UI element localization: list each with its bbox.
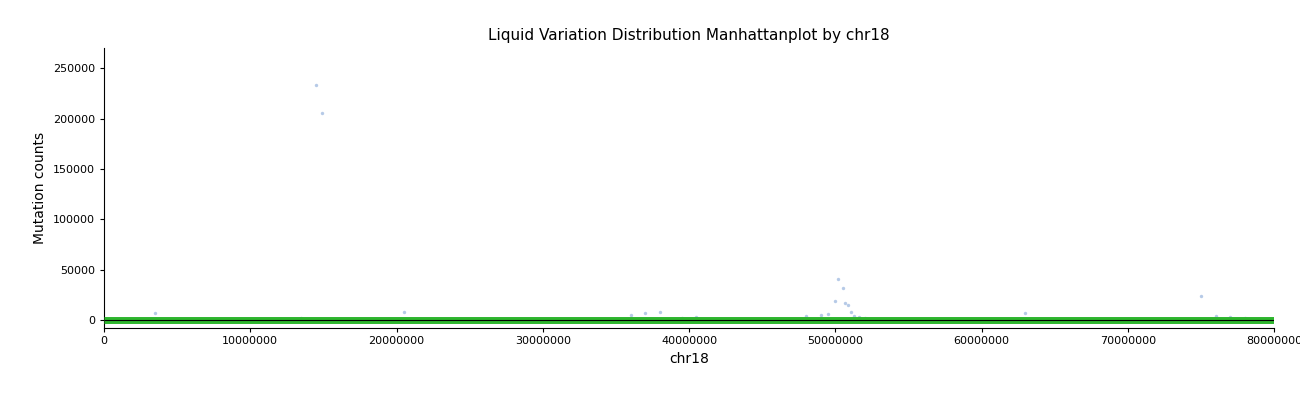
Point bbox=[620, 312, 641, 318]
Point bbox=[841, 309, 862, 315]
Point bbox=[835, 300, 855, 306]
Point bbox=[810, 312, 831, 318]
Point bbox=[306, 82, 326, 88]
Point bbox=[854, 315, 875, 321]
Point bbox=[1219, 314, 1240, 320]
Point bbox=[1249, 316, 1270, 322]
Point bbox=[671, 315, 692, 321]
Point bbox=[838, 302, 859, 308]
Point bbox=[394, 309, 415, 315]
X-axis label: chr18: chr18 bbox=[670, 352, 708, 366]
Point bbox=[686, 314, 707, 320]
Point bbox=[144, 310, 165, 316]
Point bbox=[364, 316, 385, 322]
Point bbox=[832, 284, 853, 291]
Point bbox=[818, 311, 839, 317]
Point bbox=[634, 310, 655, 316]
Point bbox=[1205, 313, 1226, 319]
Point bbox=[848, 314, 868, 320]
Point bbox=[312, 110, 333, 117]
Point bbox=[927, 316, 948, 322]
Point bbox=[828, 276, 849, 282]
Point bbox=[1235, 315, 1256, 321]
Point bbox=[1191, 292, 1212, 299]
Point bbox=[1015, 310, 1036, 316]
Point bbox=[291, 315, 312, 321]
Title: Liquid Variation Distribution Manhattanplot by chr18: Liquid Variation Distribution Manhattanp… bbox=[489, 28, 889, 43]
Point bbox=[844, 313, 865, 319]
Point bbox=[796, 313, 816, 319]
Point bbox=[378, 316, 399, 323]
Point bbox=[824, 298, 845, 304]
Point bbox=[649, 309, 671, 315]
Point bbox=[269, 316, 290, 322]
Y-axis label: Mutation counts: Mutation counts bbox=[34, 132, 47, 244]
